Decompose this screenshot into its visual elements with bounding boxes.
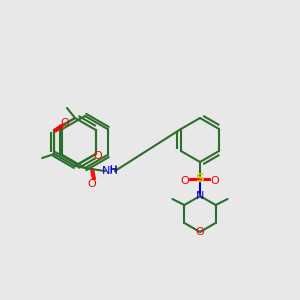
Text: O: O [88,179,96,189]
Text: O: O [61,118,70,128]
Text: H: H [110,165,118,175]
Text: O: O [93,151,102,161]
Text: NH: NH [102,166,118,176]
Text: O: O [181,176,189,186]
Text: O: O [211,176,219,186]
Text: S: S [196,172,205,185]
Text: O: O [196,227,204,237]
Text: N: N [196,191,204,201]
